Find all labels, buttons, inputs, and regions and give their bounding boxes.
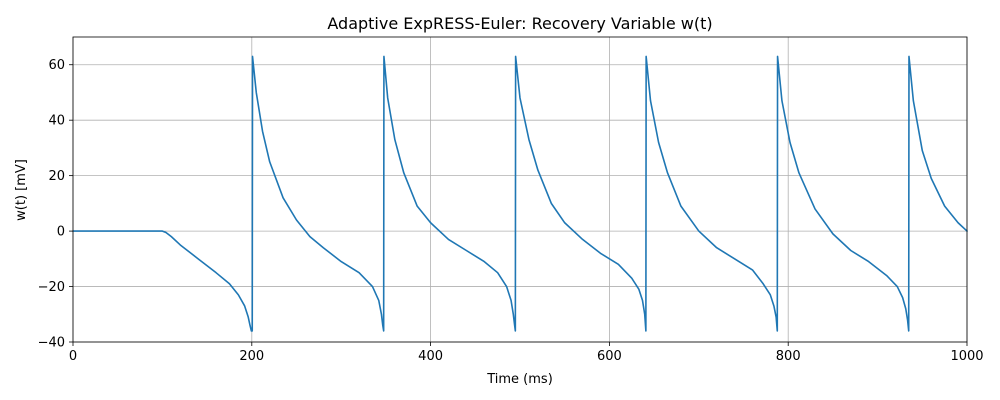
y-axis-label: w(t) [mV] (14, 159, 29, 221)
x-tick-label: 200 (239, 349, 264, 364)
y-tick-label: 60 (48, 58, 65, 73)
x-tick-label: 800 (776, 349, 801, 364)
axis-ticks: 0 200 400 600 800 1000 −40 −20 0 20 40 60 (38, 58, 984, 364)
x-tick-label: 400 (418, 349, 443, 364)
x-tick-label: 600 (597, 349, 622, 364)
y-tick-label: 20 (48, 169, 65, 184)
y-tick-label: −40 (38, 336, 65, 351)
y-tick-label: −20 (38, 280, 65, 295)
x-tick-label: 1000 (950, 349, 983, 364)
x-axis-label: Time (ms) (486, 372, 553, 387)
grid (72, 37, 968, 343)
x-tick-label: 0 (69, 349, 77, 364)
plot-frame (72, 36, 968, 343)
chart-title: Adaptive ExpRESS-Euler: Recovery Variabl… (327, 14, 712, 33)
series-line-0 (72, 55, 968, 332)
y-tick-label: 40 (48, 114, 65, 129)
plot-area (72, 55, 968, 332)
y-tick-label: 0 (57, 225, 65, 240)
